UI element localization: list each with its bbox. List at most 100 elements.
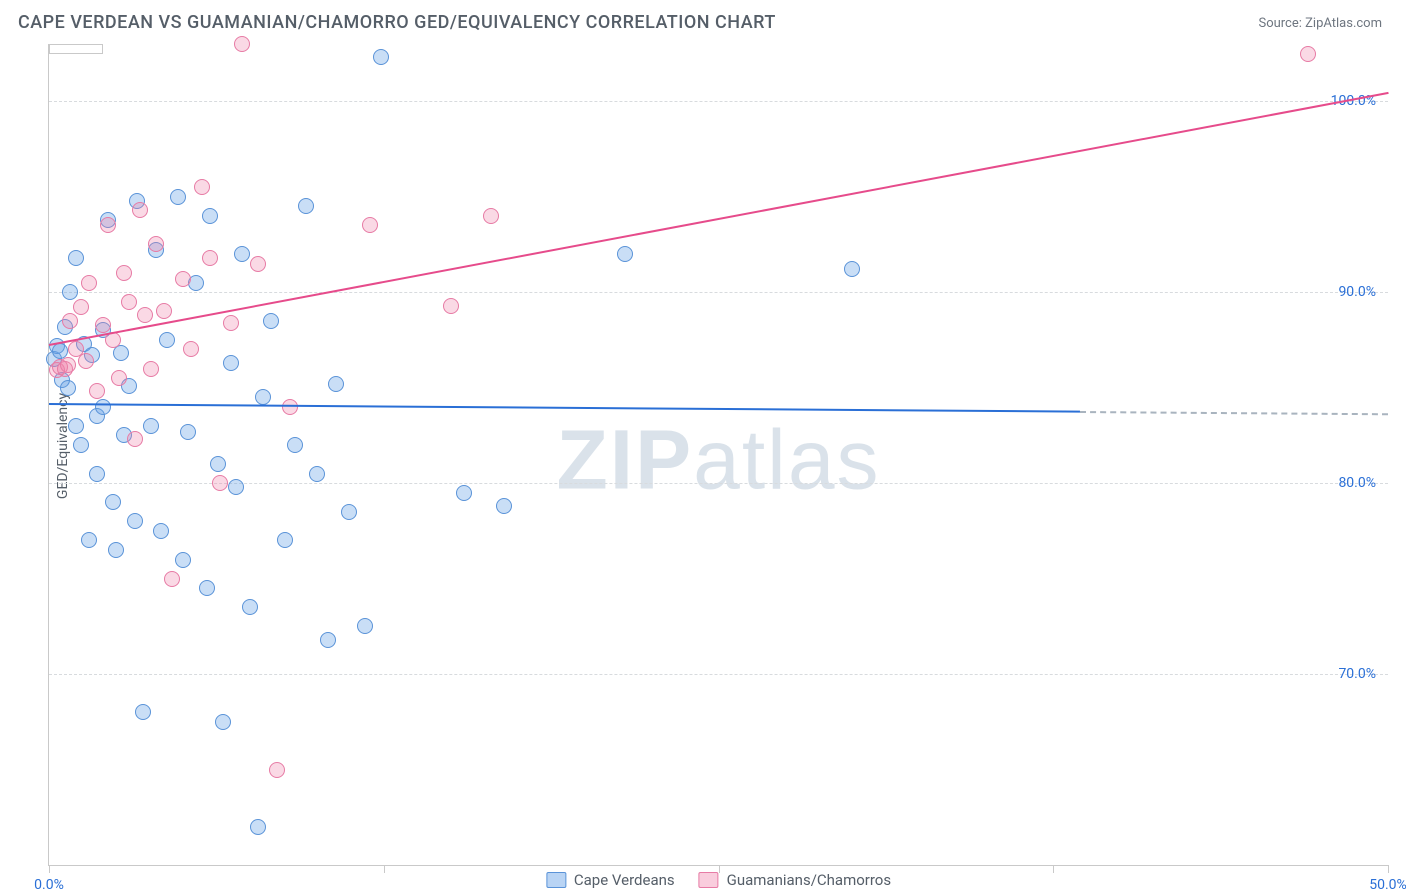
scatter-point bbox=[483, 208, 499, 224]
scatter-point bbox=[89, 383, 105, 399]
scatter-point bbox=[108, 542, 124, 558]
scatter-point bbox=[212, 475, 228, 491]
scatter-point bbox=[202, 250, 218, 266]
scatter-point bbox=[287, 437, 303, 453]
watermark-rest: atlas bbox=[693, 412, 880, 506]
scatter-point bbox=[215, 714, 231, 730]
scatter-point bbox=[111, 370, 127, 386]
swatch-icon bbox=[699, 872, 719, 888]
scatter-point bbox=[60, 357, 76, 373]
scatter-point bbox=[320, 632, 336, 648]
y-tick-label: 70.0% bbox=[1338, 666, 1376, 682]
scatter-point bbox=[116, 265, 132, 281]
scatter-point bbox=[73, 437, 89, 453]
scatter-point bbox=[617, 246, 633, 262]
scatter-point bbox=[89, 466, 105, 482]
legend-item-cape-verdeans: Cape Verdeans bbox=[546, 871, 675, 889]
x-tick bbox=[384, 865, 385, 873]
scatter-point bbox=[1300, 46, 1316, 62]
scatter-point bbox=[269, 762, 285, 778]
scatter-point bbox=[223, 355, 239, 371]
scatter-point bbox=[263, 313, 279, 329]
scatter-point bbox=[68, 250, 84, 266]
scatter-point bbox=[328, 376, 344, 392]
scatter-point bbox=[210, 456, 226, 472]
scatter-point bbox=[194, 179, 210, 195]
scatter-point bbox=[95, 399, 111, 415]
scatter-point bbox=[156, 303, 172, 319]
gridline-h bbox=[49, 483, 1388, 484]
scatter-point bbox=[250, 256, 266, 272]
scatter-point bbox=[68, 418, 84, 434]
scatter-point bbox=[199, 580, 215, 596]
gridline-h bbox=[49, 674, 1388, 675]
scatter-point bbox=[121, 294, 137, 310]
scatter-point bbox=[357, 618, 373, 634]
scatter-point bbox=[78, 353, 94, 369]
scatter-point bbox=[223, 315, 239, 331]
x-tick bbox=[1053, 865, 1054, 873]
scatter-point bbox=[341, 504, 357, 520]
scatter-point bbox=[844, 261, 860, 277]
scatter-point bbox=[113, 345, 129, 361]
x-tick bbox=[1388, 865, 1389, 873]
trendline-blue-dashed bbox=[1080, 411, 1388, 415]
scatter-point bbox=[132, 202, 148, 218]
swatch-icon bbox=[546, 872, 566, 888]
y-tick-label: 80.0% bbox=[1338, 475, 1376, 491]
scatter-point bbox=[298, 198, 314, 214]
scatter-point bbox=[373, 49, 389, 65]
legend-label: Cape Verdeans bbox=[574, 871, 675, 889]
scatter-point bbox=[170, 189, 186, 205]
scatter-point bbox=[143, 418, 159, 434]
scatter-point bbox=[153, 523, 169, 539]
trendline-blue bbox=[49, 403, 1080, 413]
scatter-point bbox=[456, 485, 472, 501]
scatter-point bbox=[105, 494, 121, 510]
scatter-point bbox=[100, 217, 116, 233]
x-tick-label: 0.0% bbox=[34, 877, 64, 893]
x-tick-label: 50.0% bbox=[1369, 877, 1406, 893]
legend-series: Cape Verdeans Guamanians/Chamorros bbox=[546, 871, 891, 889]
scatter-point bbox=[362, 217, 378, 233]
scatter-point bbox=[127, 513, 143, 529]
scatter-point bbox=[127, 431, 143, 447]
scatter-point bbox=[234, 246, 250, 262]
scatter-point bbox=[309, 466, 325, 482]
scatter-point bbox=[95, 317, 111, 333]
scatter-point bbox=[250, 819, 266, 835]
scatter-point bbox=[175, 552, 191, 568]
scatter-point bbox=[60, 380, 76, 396]
scatter-point bbox=[180, 424, 196, 440]
scatter-point bbox=[159, 332, 175, 348]
plot-area: ZIPatlas Cape Verdeans Guamanians/Chamor… bbox=[48, 44, 1388, 866]
scatter-point bbox=[81, 532, 97, 548]
scatter-point bbox=[164, 571, 180, 587]
trendline-pink bbox=[49, 92, 1388, 346]
legend-label: Guamanians/Chamorros bbox=[727, 871, 891, 889]
scatter-point bbox=[255, 389, 271, 405]
source-attribution: Source: ZipAtlas.com bbox=[1258, 16, 1382, 31]
scatter-point bbox=[73, 299, 89, 315]
scatter-point bbox=[135, 704, 151, 720]
gridline-h bbox=[49, 292, 1388, 293]
watermark-bold: ZIP bbox=[556, 412, 693, 506]
legend-correlation bbox=[49, 44, 103, 54]
legend-item-guamanians: Guamanians/Chamorros bbox=[699, 871, 891, 889]
scatter-point bbox=[202, 208, 218, 224]
watermark: ZIPatlas bbox=[556, 411, 880, 508]
y-tick-label: 90.0% bbox=[1338, 284, 1376, 300]
scatter-point bbox=[81, 275, 97, 291]
scatter-point bbox=[277, 532, 293, 548]
x-tick bbox=[49, 865, 50, 873]
scatter-point bbox=[62, 313, 78, 329]
scatter-point bbox=[183, 341, 199, 357]
chart-title: CAPE VERDEAN VS GUAMANIAN/CHAMORRO GED/E… bbox=[18, 12, 776, 33]
scatter-point bbox=[234, 36, 250, 52]
gridline-h bbox=[49, 101, 1388, 102]
scatter-point bbox=[143, 361, 159, 377]
scatter-point bbox=[175, 271, 191, 287]
scatter-point bbox=[228, 479, 244, 495]
scatter-point bbox=[137, 307, 153, 323]
scatter-point bbox=[496, 498, 512, 514]
